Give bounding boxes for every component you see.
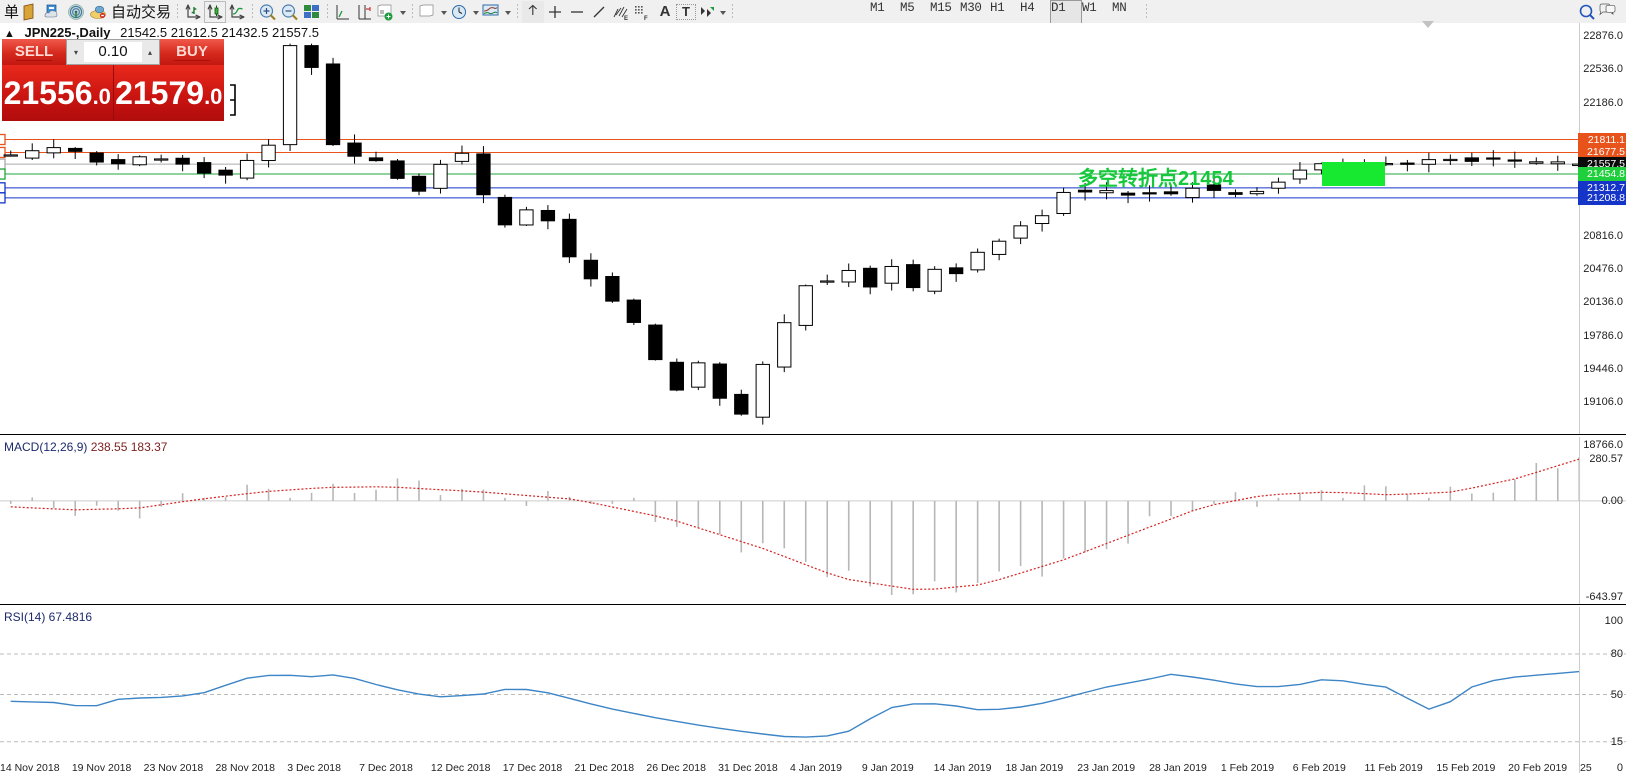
svg-text:F: F <box>644 16 648 21</box>
svg-text:E: E <box>624 16 628 21</box>
